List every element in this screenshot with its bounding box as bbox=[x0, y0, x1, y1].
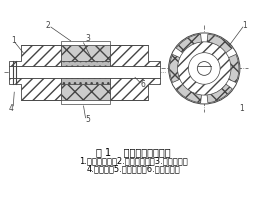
Wedge shape bbox=[207, 83, 232, 103]
Text: 4: 4 bbox=[9, 104, 14, 113]
Text: 1: 1 bbox=[242, 21, 247, 30]
Text: 1: 1 bbox=[11, 36, 16, 45]
Circle shape bbox=[169, 33, 240, 104]
Text: 2: 2 bbox=[46, 21, 50, 30]
Bar bbox=[9, 67, 160, 78]
Bar bbox=[61, 41, 110, 45]
Text: 图 1    楔块式弹性联轴器: 图 1 楔块式弹性联轴器 bbox=[96, 147, 170, 157]
Text: 3: 3 bbox=[85, 34, 90, 43]
Text: 5: 5 bbox=[85, 115, 90, 124]
Wedge shape bbox=[176, 34, 202, 54]
Circle shape bbox=[178, 42, 231, 95]
Text: 1: 1 bbox=[239, 104, 244, 113]
Circle shape bbox=[189, 53, 220, 84]
Wedge shape bbox=[170, 54, 182, 82]
Text: 1.左半联轴器；2.橡胶弹性块；3.内防护套；: 1.左半联轴器；2.橡胶弹性块；3.内防护套； bbox=[78, 156, 187, 165]
Bar bbox=[61, 100, 110, 104]
Circle shape bbox=[197, 62, 211, 75]
Wedge shape bbox=[176, 83, 202, 103]
Polygon shape bbox=[9, 45, 61, 100]
Bar bbox=[61, 61, 110, 84]
Text: 6: 6 bbox=[140, 80, 145, 89]
Polygon shape bbox=[110, 45, 160, 100]
Bar bbox=[61, 45, 110, 61]
Bar bbox=[61, 84, 110, 100]
Wedge shape bbox=[227, 54, 239, 82]
Text: 4.孔挡圈；5.外防护套；6.右半联轴器: 4.孔挡圈；5.外防护套；6.右半联轴器 bbox=[86, 164, 180, 173]
Wedge shape bbox=[207, 34, 232, 54]
